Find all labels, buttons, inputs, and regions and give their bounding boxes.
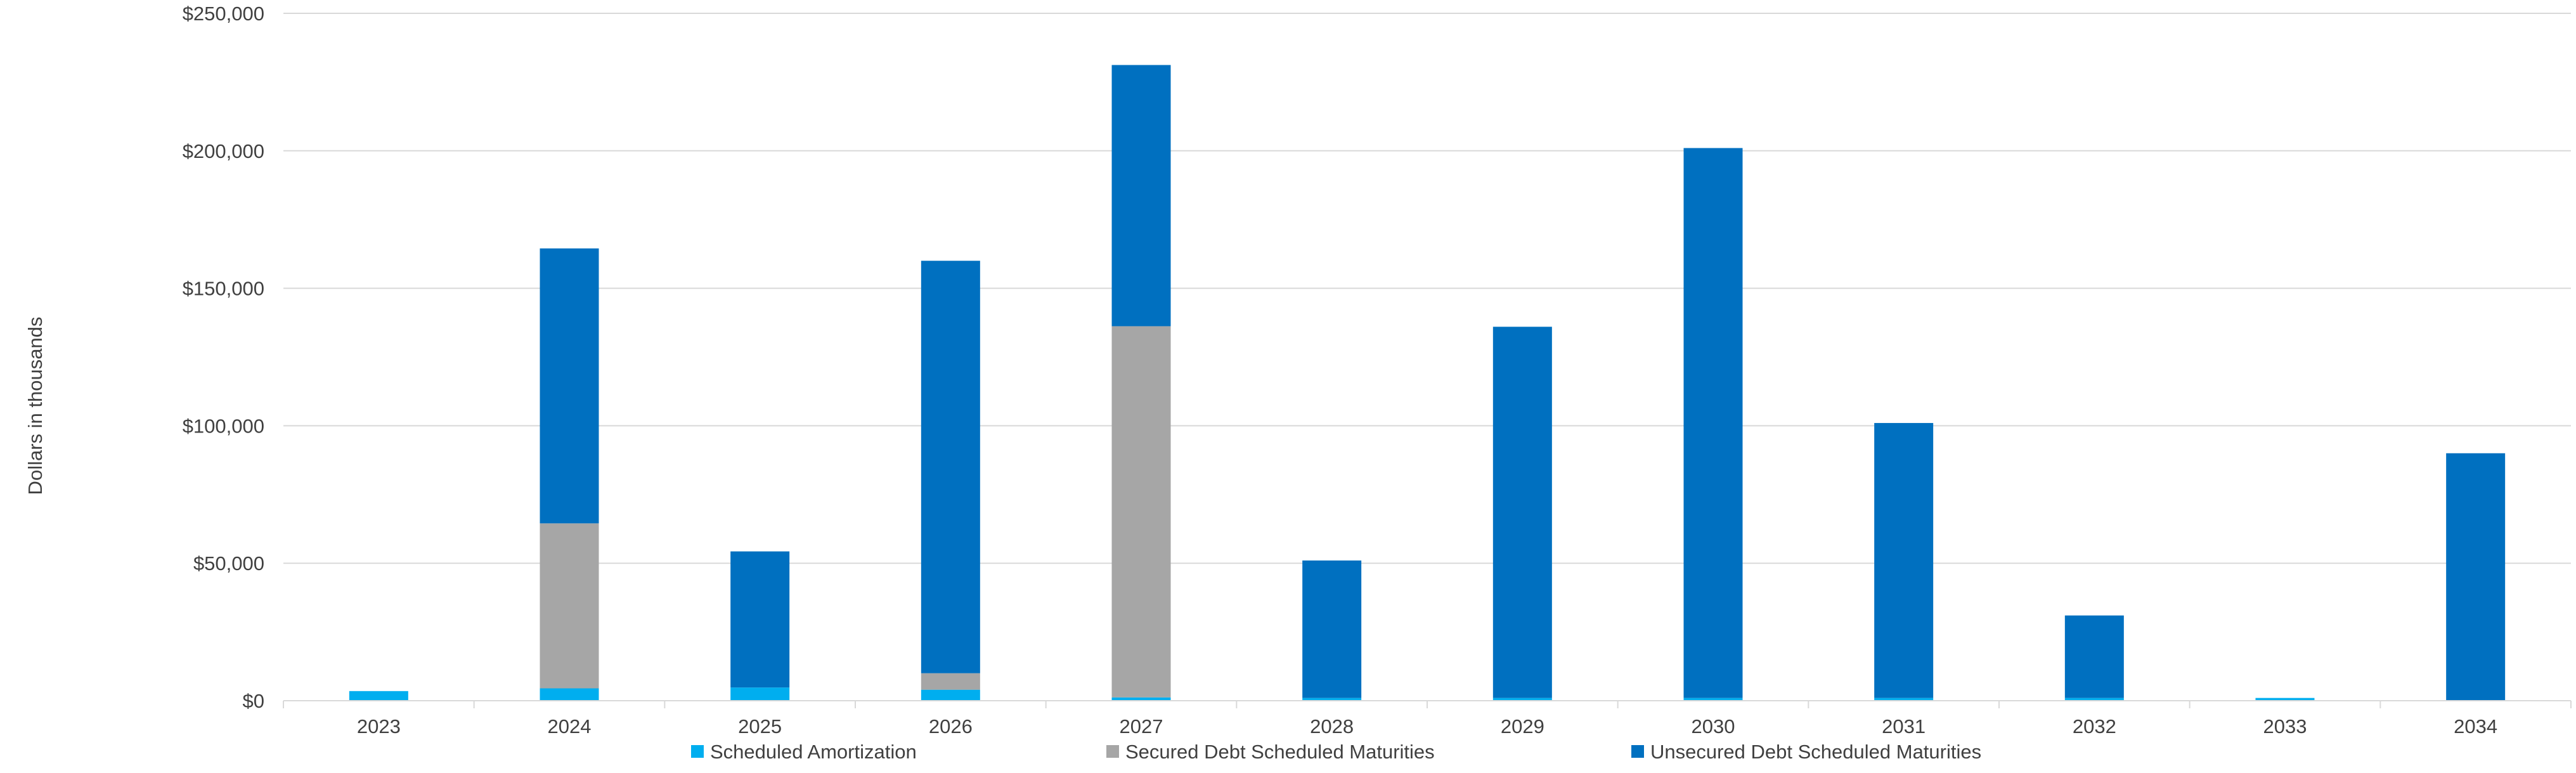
legend-label: Secured Debt Scheduled Maturities: [1125, 741, 1435, 763]
legend-swatch: [1106, 745, 1119, 758]
x-tick-label: 2026: [929, 715, 973, 737]
x-tick-label: 2028: [1310, 715, 1354, 737]
bar-scheduled-amortization-2023: [349, 691, 408, 701]
x-tick-label: 2027: [1120, 715, 1163, 737]
bar-unsecured-debt-scheduled-maturities-2034: [2446, 453, 2506, 701]
bars: [349, 65, 2506, 701]
bar-scheduled-amortization-2024: [540, 688, 599, 701]
legend-label: Scheduled Amortization: [710, 741, 917, 763]
bar-unsecured-debt-scheduled-maturities-2027: [1111, 65, 1171, 327]
x-tick-label: 2032: [2073, 715, 2116, 737]
x-tick-label: 2025: [738, 715, 782, 737]
y-tick-label: $100,000: [183, 415, 264, 437]
legend-item: Unsecured Debt Scheduled Maturities: [1631, 741, 1981, 763]
y-tick-label: $200,000: [183, 140, 264, 162]
bar-unsecured-debt-scheduled-maturities-2032: [2064, 615, 2124, 698]
bar-unsecured-debt-scheduled-maturities-2029: [1492, 327, 1552, 698]
y-tick-label: $250,000: [183, 3, 264, 25]
y-tick-label: $0: [243, 690, 264, 712]
bar-scheduled-amortization-2025: [730, 687, 790, 701]
bar-unsecured-debt-scheduled-maturities-2030: [1683, 148, 1743, 698]
bar-secured-debt-scheduled-maturities-2024: [540, 523, 599, 689]
bar-unsecured-debt-scheduled-maturities-2028: [1302, 560, 1362, 698]
gridlines: [283, 13, 2571, 564]
x-tick-label: 2029: [1501, 715, 1544, 737]
bar-scheduled-amortization-2031: [1874, 698, 1934, 701]
x-tick-label: 2024: [548, 715, 592, 737]
y-tick-label: $50,000: [193, 552, 264, 575]
legend-label: Unsecured Debt Scheduled Maturities: [1650, 741, 1981, 763]
x-axis: [283, 700, 2572, 708]
bar-scheduled-amortization-2032: [2064, 698, 2124, 701]
legend-swatch: [691, 745, 704, 758]
y-tick-label: $150,000: [183, 278, 264, 300]
bar-scheduled-amortization-2027: [1111, 697, 1171, 701]
legend-swatch: [1631, 745, 1644, 758]
x-tick-label: 2031: [1882, 715, 1926, 737]
x-axis-tick-labels: 2023 2024 2025 2026 2027 2028 2029 2030 2031 2032…: [357, 715, 2497, 737]
bar-unsecured-debt-scheduled-maturities-2025: [730, 551, 790, 688]
bar-scheduled-amortization-2026: [921, 689, 980, 701]
legend-item: Secured Debt Scheduled Maturities: [1106, 741, 1435, 763]
x-tick-label: 2034: [2454, 715, 2497, 737]
bar-scheduled-amortization-2033: [2255, 698, 2315, 701]
bar-secured-debt-scheduled-maturities-2026: [921, 673, 980, 690]
legend: Scheduled Amortization Secured Debt Sched…: [691, 741, 1981, 763]
y-axis-tick-labels: $0 $50,000 $100,000 $150,000 $200,000 $250,00…: [183, 3, 264, 712]
bar-scheduled-amortization-2028: [1302, 698, 1362, 701]
bar-unsecured-debt-scheduled-maturities-2031: [1874, 423, 1934, 698]
bar-scheduled-amortization-2029: [1492, 698, 1552, 701]
x-tick-label: 2030: [1692, 715, 1735, 737]
bar-secured-debt-scheduled-maturities-2027: [1111, 326, 1171, 698]
bar-unsecured-debt-scheduled-maturities-2026: [921, 261, 980, 673]
bar-scheduled-amortization-2030: [1683, 698, 1743, 701]
x-tick-label: 2033: [2263, 715, 2307, 737]
x-tick-label: 2023: [357, 715, 401, 737]
legend-item: Scheduled Amortization: [691, 741, 917, 763]
y-axis-label: Dollars in thousands: [24, 317, 46, 495]
bar-unsecured-debt-scheduled-maturities-2024: [540, 248, 599, 524]
